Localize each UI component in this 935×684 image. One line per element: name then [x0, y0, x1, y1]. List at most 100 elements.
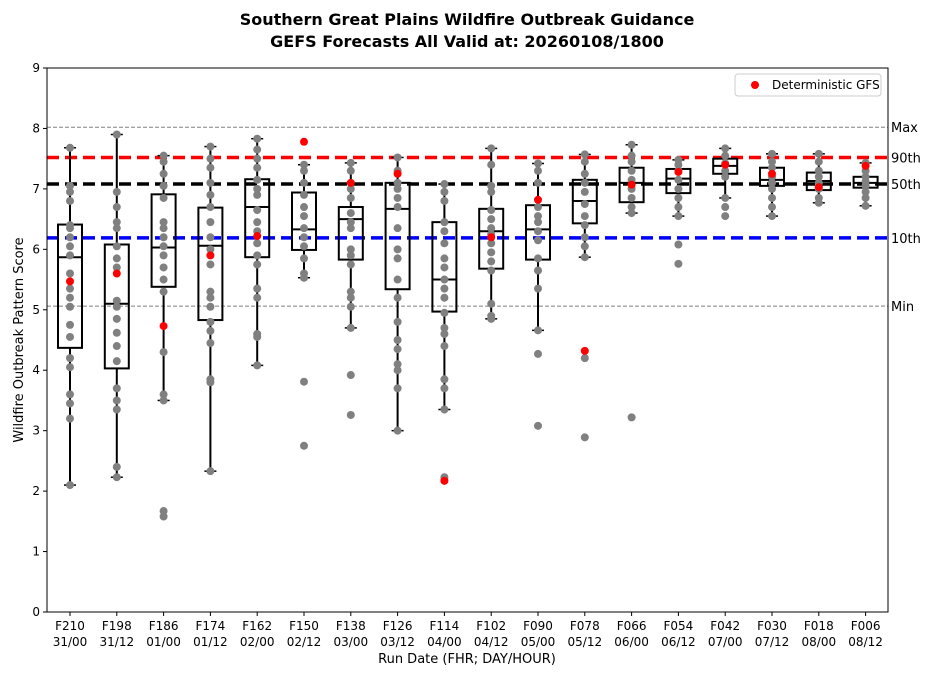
member-point	[66, 332, 74, 341]
member-point	[112, 384, 121, 393]
reference-label-50th: 50th	[891, 178, 921, 193]
member-point	[112, 296, 121, 305]
member-point	[346, 193, 355, 202]
member-point	[440, 342, 449, 351]
member-point	[393, 193, 402, 202]
y-tick-label: 1	[32, 545, 40, 559]
x-tick-label-day: 31/00	[53, 635, 88, 649]
member-point	[440, 187, 449, 196]
member-point	[112, 254, 121, 263]
reference-label-10th: 10th	[891, 232, 921, 247]
x-tick-label-day: 31/12	[100, 635, 135, 649]
member-point	[580, 354, 589, 363]
y-tick-label: 7	[32, 182, 40, 196]
member-point	[534, 421, 542, 430]
member-point	[534, 254, 542, 263]
member-point	[206, 317, 215, 326]
y-tick-label: 4	[32, 363, 40, 377]
member-point	[112, 462, 121, 471]
member-point	[159, 263, 168, 272]
member-point	[814, 166, 823, 175]
member-point	[627, 157, 636, 166]
deterministic-point	[300, 137, 308, 146]
x-tick-label-fhr: F066	[617, 619, 647, 633]
member-point	[721, 203, 730, 212]
member-point	[487, 144, 496, 153]
member-point	[580, 200, 589, 208]
member-point	[487, 224, 496, 233]
member-point	[674, 155, 683, 164]
member-point	[159, 151, 168, 160]
member-point	[300, 377, 308, 386]
y-tick-label: 6	[32, 242, 40, 256]
member-point	[534, 212, 542, 221]
member-point	[112, 342, 121, 351]
member-point	[440, 384, 449, 393]
member-point	[440, 375, 449, 384]
member-point	[534, 218, 542, 227]
member-point	[627, 151, 636, 160]
member-point	[159, 181, 168, 190]
y-tick-label: 9	[32, 61, 40, 75]
member-point	[159, 275, 168, 284]
member-point	[66, 293, 74, 302]
member-point	[112, 242, 121, 251]
deterministic-point	[768, 169, 776, 178]
member-point	[66, 251, 74, 260]
reference-label-min: Min	[891, 300, 914, 315]
member-point	[206, 190, 215, 199]
member-point	[487, 181, 496, 190]
member-point	[346, 251, 355, 260]
member-point	[159, 287, 168, 296]
member-point	[393, 345, 402, 354]
member-point	[253, 284, 262, 293]
member-point	[861, 201, 870, 210]
member-point	[440, 263, 449, 272]
member-point	[393, 384, 402, 393]
member-point	[66, 481, 74, 490]
member-point	[487, 266, 496, 275]
member-point	[627, 203, 636, 212]
member-point	[112, 130, 121, 139]
member-point	[580, 433, 589, 442]
legend-marker	[751, 81, 759, 89]
member-point	[66, 181, 74, 190]
x-tick-label-fhr: F030	[757, 619, 787, 633]
member-point	[206, 326, 215, 335]
x-tick-label-fhr: F006	[851, 619, 881, 633]
deterministic-point	[159, 322, 168, 331]
x-tick-label-day: 08/00	[802, 635, 837, 649]
member-point	[206, 287, 215, 296]
member-point	[159, 193, 168, 202]
member-point	[346, 371, 355, 380]
member-point	[768, 193, 776, 202]
member-point	[814, 157, 823, 166]
member-point	[768, 157, 776, 166]
member-point	[112, 328, 121, 337]
member-point	[674, 212, 683, 221]
x-tick-label-day: 06/12	[661, 635, 696, 649]
member-point	[159, 507, 168, 516]
member-point	[206, 260, 215, 269]
member-point	[66, 187, 74, 196]
member-point	[440, 405, 449, 414]
member-point	[300, 190, 308, 199]
member-point	[393, 224, 402, 233]
member-point	[393, 178, 402, 187]
member-point	[66, 269, 74, 278]
member-point	[253, 154, 262, 163]
member-point	[721, 144, 730, 153]
member-point	[580, 150, 589, 159]
member-point	[206, 178, 215, 187]
member-point	[440, 329, 449, 338]
x-tick-label-fhr: F078	[570, 619, 600, 633]
member-point	[206, 302, 215, 311]
reference-label-90th: 90th	[891, 151, 921, 166]
member-point	[721, 172, 730, 181]
member-point	[393, 153, 402, 162]
member-point	[393, 184, 402, 193]
member-point	[253, 145, 262, 154]
member-point	[674, 184, 683, 193]
x-tick-label-fhr: F090	[523, 619, 553, 633]
